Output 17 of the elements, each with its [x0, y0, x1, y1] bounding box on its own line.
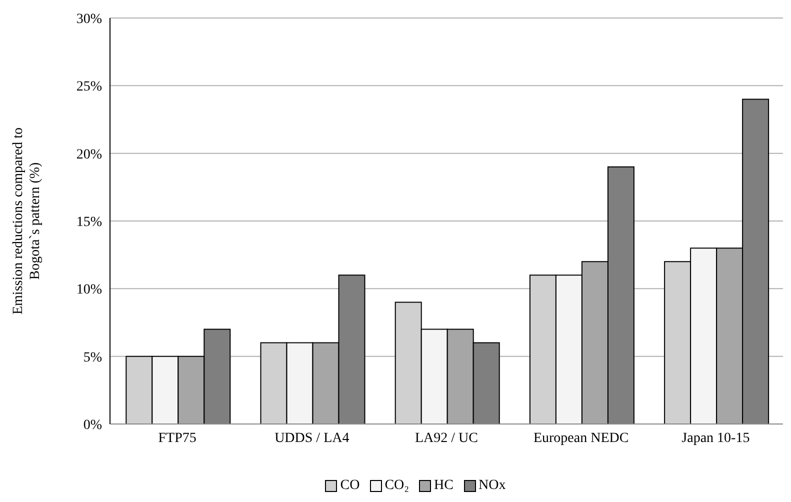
y-tick-label: 20%: [76, 147, 102, 162]
x-tick-label: UDDS / LA4: [274, 430, 350, 446]
x-tick-label: FTP75: [158, 430, 196, 446]
x-tick-label: Japan 10-15: [682, 430, 750, 446]
y-axis-title: Emission reductions compared to Bogota`s pattern (%): [11, 127, 43, 315]
legend-label: NOx: [478, 478, 506, 494]
legend-label: CO₂: [384, 478, 410, 494]
y-tick-label: 15%: [76, 214, 102, 230]
x-tick-label: European NEDC: [533, 430, 629, 446]
y-tick-label: 30%: [76, 12, 102, 27]
x-tick-label: LA92 / UC: [415, 430, 478, 446]
y-tick-label: 10%: [76, 282, 102, 298]
y-tick-label: 25%: [76, 80, 102, 95]
y-tick-label: 0%: [83, 418, 102, 433]
legend-label: CO: [340, 478, 360, 494]
legend-label: HC: [434, 478, 454, 494]
y-tick-label: 5%: [83, 350, 102, 366]
